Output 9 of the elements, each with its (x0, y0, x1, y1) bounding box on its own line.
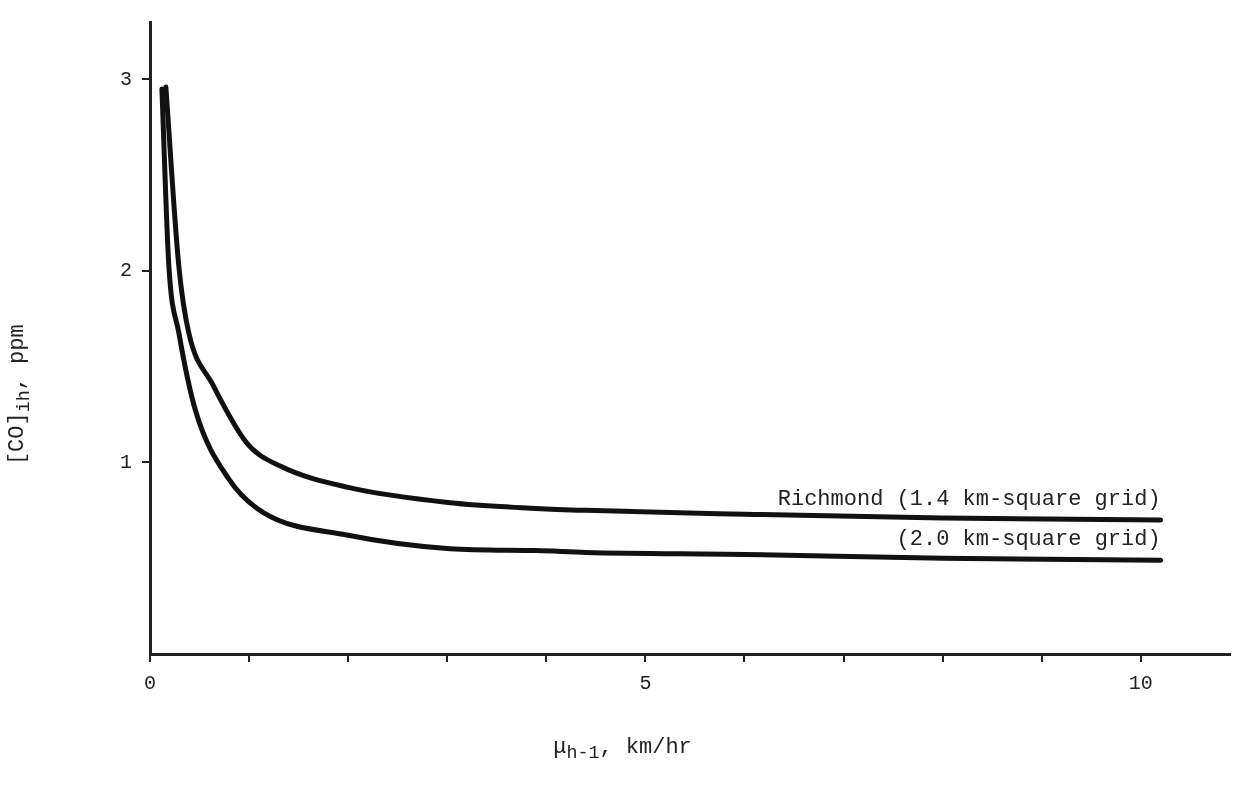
series-label: (2.0 km-square grid) (896, 526, 1161, 552)
y-tick-label: 3 (119, 67, 132, 91)
x-tick-label: 5 (639, 672, 652, 696)
series-label: Richmond (1.4 km-square grid) (777, 486, 1161, 512)
y-tick-label: 2 (119, 259, 132, 283)
y-tick-label: 1 (119, 450, 132, 474)
x-tick-label: 10 (1128, 672, 1153, 696)
x-tick-label: 0 (143, 672, 157, 696)
x-axis-title: μ$_{h-1}$, km/hr (552, 735, 693, 765)
